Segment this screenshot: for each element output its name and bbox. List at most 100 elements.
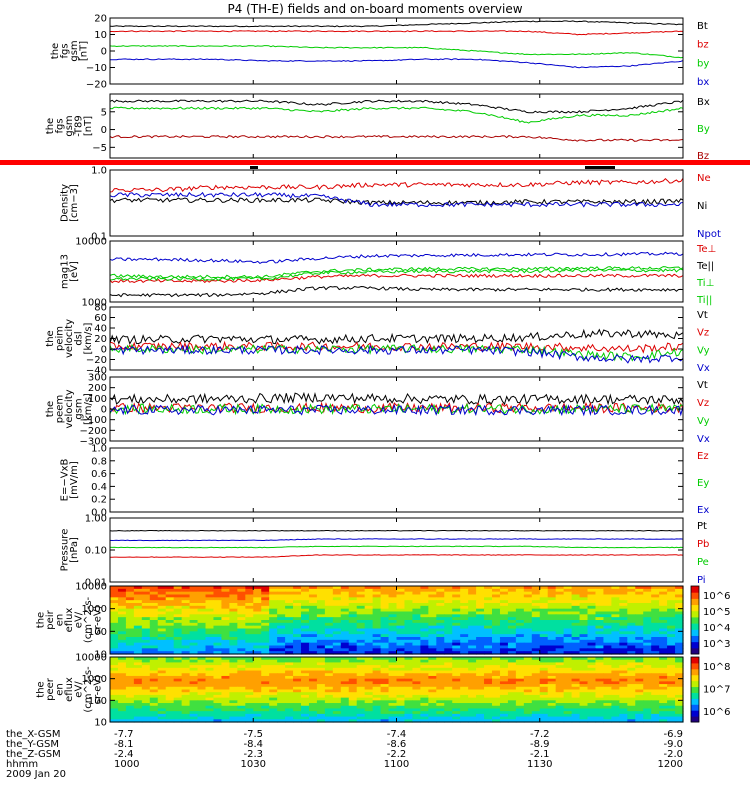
spectrogram-cell: [547, 625, 557, 630]
spectrogram-cell: [308, 667, 318, 672]
spectrogram-cell: [635, 642, 644, 647]
spectrogram-cell: [396, 673, 406, 677]
spectrogram-cell: [149, 634, 159, 638]
spectrogram-cell: [189, 588, 199, 593]
spectrogram-cell: [237, 692, 246, 696]
spectrogram-cell: [499, 697, 509, 701]
spectrogram-cell: [285, 608, 294, 613]
spectrogram-cell: [181, 708, 191, 712]
spectrogram-cell: [452, 597, 461, 601]
spectrogram-cell: [149, 588, 159, 593]
spectrogram-cell: [133, 600, 143, 604]
spectrogram-cell: [237, 703, 246, 707]
spectrogram-cell: [125, 670, 135, 674]
spectrogram-cell: [388, 625, 398, 630]
spectrogram-cell: [133, 608, 143, 613]
spectrogram-cell: [348, 713, 358, 718]
spectrogram-cell: [659, 667, 668, 672]
spectrogram-cell: [396, 684, 406, 688]
spectrogram-cell: [173, 591, 183, 596]
spectrogram-cell: [348, 639, 358, 644]
spectrogram-cell: [372, 711, 382, 715]
spectrogram-cell: [627, 673, 636, 677]
spectrogram-cell: [595, 700, 605, 704]
spectrogram-cell: [563, 667, 573, 672]
spectrogram-cell: [531, 675, 541, 680]
spectrogram-cell: [356, 597, 366, 601]
spectrogram-cell: [245, 689, 254, 693]
spectrogram-cell: [253, 620, 262, 624]
spectrogram-cell: [587, 689, 597, 693]
spectrogram-cell: [468, 600, 477, 604]
spectrogram-cell: [197, 642, 207, 647]
panel-frame: [109, 517, 684, 583]
spectrogram-cell: [261, 639, 270, 644]
spectrogram-cell: [675, 705, 684, 710]
spectrogram-cell: [444, 670, 453, 674]
spectrogram-cell: [643, 716, 652, 720]
colorbar-tick-label: 10^4: [703, 623, 730, 634]
spectrogram-cell: [293, 631, 302, 635]
spectrogram-cell: [651, 594, 660, 598]
spectrogram-cell: [579, 719, 589, 723]
spectrogram-cell: [197, 705, 207, 710]
spectrogram-cell: [269, 689, 278, 693]
spectrogram-cell: [277, 594, 286, 598]
spectrogram-cell: [515, 708, 525, 712]
spectrogram-cell: [253, 614, 262, 618]
spectrogram-cell: [237, 625, 246, 630]
spectrogram-cell: [579, 662, 589, 666]
spectrogram-cell: [173, 617, 183, 621]
colorbar-segment: [691, 647, 699, 655]
spectrogram-cell: [468, 678, 477, 682]
spectrogram-cell: [253, 689, 262, 693]
spectrogram-cell: [261, 614, 270, 618]
spectrogram-cell: [436, 662, 445, 666]
spectrogram-cell: [499, 608, 509, 613]
spectrogram-cell: [611, 603, 620, 607]
spectrogram-cell: [301, 628, 310, 632]
spectrogram-cell: [667, 603, 676, 607]
spectrogram-cell: [476, 622, 485, 627]
spectrogram-cell: [189, 694, 199, 699]
spectrogram-cell: [316, 611, 326, 615]
spectrogram-cell: [587, 625, 597, 630]
spectrogram-cell: [181, 705, 191, 710]
series-line-Npot: [109, 191, 684, 208]
spectrogram-cell: [492, 692, 501, 696]
spectrogram-cell: [133, 716, 143, 720]
spectrogram-cell: [444, 673, 453, 677]
spectrogram-cell: [380, 667, 390, 672]
spectrogram-cell: [221, 700, 230, 704]
spectrogram-cell: [635, 586, 644, 590]
spectrogram-cell: [420, 659, 429, 664]
spectrogram-cell: [619, 620, 628, 624]
spectrogram-cell: [571, 628, 581, 632]
y-tick-label: 10000: [75, 653, 107, 664]
spectrogram-cell: [539, 711, 549, 715]
spectrogram-cell: [157, 665, 167, 669]
spectrogram-cell: [364, 678, 374, 682]
spectrogram-cell: [293, 681, 302, 685]
spectrogram-cell: [531, 657, 541, 661]
spectrogram-cell: [237, 637, 246, 641]
spectrogram-cell: [364, 594, 374, 598]
ephemeris-value: -7.4: [387, 729, 407, 740]
spectrogram-cell: [531, 667, 541, 672]
spectrogram-cell: [332, 673, 342, 677]
spectrogram-cell: [563, 692, 573, 696]
spectrogram-cell: [332, 708, 342, 712]
y-axis-label-line: the: [36, 612, 47, 628]
spectrogram-cell: [404, 719, 414, 723]
spectrogram-cell: [619, 678, 628, 682]
spectrogram-cell: [484, 689, 493, 693]
spectrogram-cell: [412, 614, 421, 618]
spectrogram-cell: [157, 657, 167, 661]
spectrogram-cell: [659, 673, 668, 677]
spectrogram-cell: [110, 594, 119, 598]
spectrogram-cell: [547, 665, 557, 669]
spectrogram-cell: [651, 657, 660, 661]
spectrogram-cell: [603, 703, 612, 707]
spectrogram-cell: [531, 617, 541, 621]
spectrogram-cell: [420, 642, 429, 647]
